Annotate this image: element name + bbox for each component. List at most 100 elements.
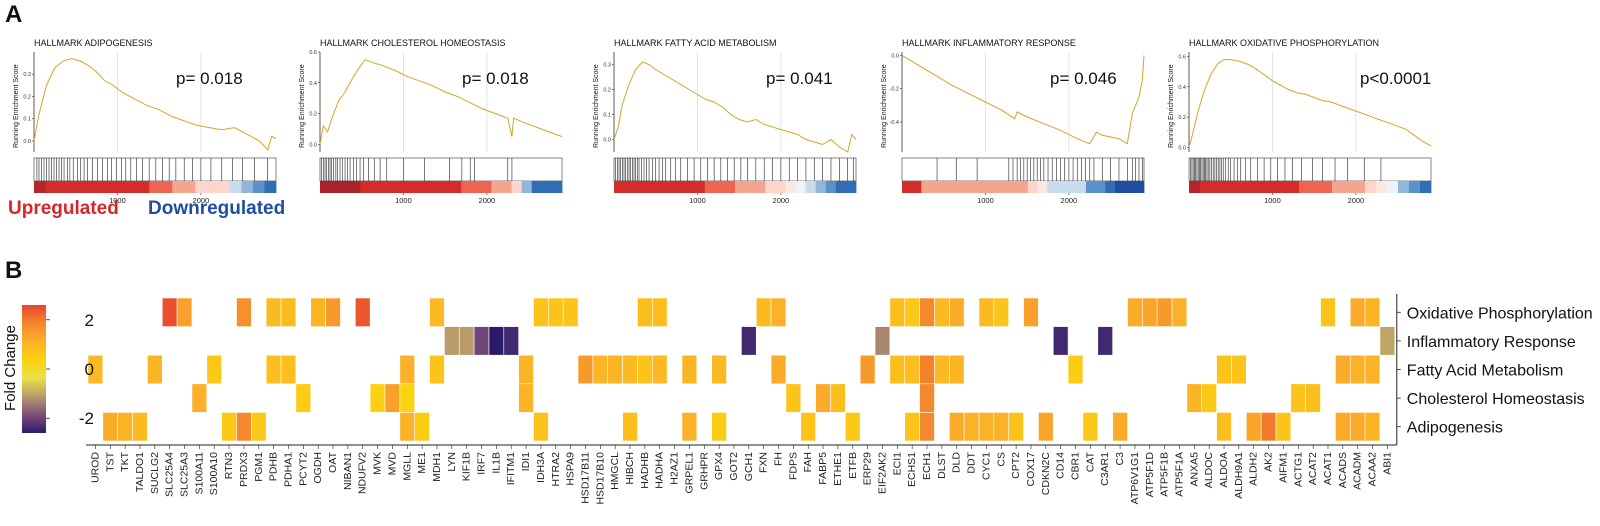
heatmap-cell xyxy=(1023,297,1039,327)
gsea-rank-gradient-cell xyxy=(998,181,1009,193)
gsea-rank-gradient-cell xyxy=(989,181,1000,193)
heatmap-cell xyxy=(978,412,995,442)
heatmap-column-label: DLD xyxy=(951,452,963,473)
gsea-rank-gradient-cell xyxy=(960,181,971,193)
heatmap-cell xyxy=(1231,354,1247,385)
gsea-x-tick-label: 1000 xyxy=(1264,196,1281,205)
heatmap-cell xyxy=(518,354,534,385)
heatmap-cell xyxy=(1216,412,1232,442)
gsea-y-axis-label: Running Enrichment Score xyxy=(299,64,306,148)
gsea-rank-gradient-cell xyxy=(1332,181,1344,193)
gsea-rank-gradient-cell xyxy=(1387,181,1399,193)
gsea-y-tick-label: 0.3 xyxy=(23,72,31,78)
gsea-title: HALLMARK ADIPOGENESIS xyxy=(34,38,153,48)
panel-b-label: B xyxy=(5,257,23,284)
heatmap-column-label: GPX4 xyxy=(713,452,725,480)
gsea-rank-gradient-cell xyxy=(400,181,412,193)
heatmap-column-label: PDHA1 xyxy=(282,452,294,487)
heatmap-cell xyxy=(533,412,549,442)
heatmap-column-label: FH xyxy=(773,452,785,466)
gsea-rank-gradient-cell xyxy=(1085,181,1096,193)
gsea-rank-gradient-cell xyxy=(911,181,922,193)
heatmap-cell xyxy=(845,412,861,442)
heatmap-cell xyxy=(265,354,282,385)
gsea-rank-gradient-cell xyxy=(1211,181,1223,193)
heatmap-column-label: PDHB xyxy=(268,452,280,481)
heatmap-column-label: MVD xyxy=(386,452,398,476)
heatmap-column-label: NDUFV2 xyxy=(357,452,369,494)
heatmap-column-label: IRF7 xyxy=(476,452,488,475)
gsea-rank-gradient-cell xyxy=(57,181,69,193)
gsea-y-tick-label: 0.2 xyxy=(23,94,31,100)
heatmap-cell xyxy=(429,297,445,327)
gsea-rank-gradient-cell xyxy=(825,181,837,193)
heatmap-cell xyxy=(533,297,549,327)
gsea-rank-gradient-cell xyxy=(252,181,265,193)
legend-tick-label: 2 xyxy=(85,311,94,330)
heatmap-cell xyxy=(265,297,282,327)
heatmap-cell xyxy=(1290,383,1306,413)
gsea-rank-gradient-cell xyxy=(320,181,331,193)
gsea-rank-gradient-cell xyxy=(1365,181,1377,193)
heatmap-row-label: Inflammatory Response xyxy=(1407,334,1576,351)
gsea-plot-fatty-acid-metabolism: HALLMARK FATTY ACID METABOLISM Running E… xyxy=(590,38,880,210)
heatmap-cell xyxy=(904,354,920,385)
gsea-rank-gradient-cell xyxy=(1398,181,1410,193)
gsea-rank-gradient-cell xyxy=(795,181,806,193)
gsea-rank-gradient-cell xyxy=(229,181,242,193)
gsea-chart-area: 0.0 0.1 0.2 0.3 1000 2000 xyxy=(23,52,277,205)
heatmap-cell xyxy=(191,383,208,413)
heatmap-column-label: IDH3A xyxy=(535,452,547,483)
heatmap-cell xyxy=(221,412,237,442)
gsea-rank-gradient-cell xyxy=(1037,181,1048,193)
gsea-rank-gradient-cell xyxy=(1018,181,1029,193)
heatmap-cell xyxy=(1349,297,1366,327)
heatmap-column-label: FABP5 xyxy=(817,452,829,485)
heatmap-cell xyxy=(102,412,118,442)
gsea-rank-gradient-cell xyxy=(1066,181,1077,193)
gsea-rank-gradient-cell xyxy=(704,181,716,193)
heatmap-cell xyxy=(651,354,668,385)
heatmap-cell xyxy=(993,412,1009,442)
gsea-y-tick-label: 0.2 xyxy=(603,88,611,94)
heatmap-column-label: AK2 xyxy=(1263,452,1275,472)
gsea-rank-gradient-cell xyxy=(149,181,162,193)
gsea-rank-gradient-cell xyxy=(340,181,351,193)
heatmap-cell xyxy=(1127,297,1143,327)
heatmap-column-label: ACAT2 xyxy=(1307,452,1319,485)
gsea-p-value: p= 0.018 xyxy=(176,69,243,88)
heatmap-cell xyxy=(770,354,787,385)
heatmap-cell xyxy=(577,354,594,385)
legend-tick-label: -2 xyxy=(79,409,94,428)
gsea-rank-gradient-cell xyxy=(1124,181,1135,193)
heatmap-cell xyxy=(1008,412,1024,442)
heatmap-column-label: CPT2 xyxy=(1010,452,1022,479)
heatmap-column-label: ACTG1 xyxy=(1292,452,1304,487)
gsea-rank-gradient-cell xyxy=(634,181,645,193)
gsea-hit-box xyxy=(1188,157,1432,182)
gsea-rank-gradient-cell xyxy=(1027,181,1038,193)
gsea-rank-gradient-cell xyxy=(126,181,139,193)
gsea-rank-gradient-cell xyxy=(410,181,422,193)
gsea-running-score-line xyxy=(613,61,857,153)
gsea-rank-gradient-cell xyxy=(931,181,942,193)
gsea-rank-gradient-cell xyxy=(1105,181,1116,193)
heatmap-column-label: ATP5F1D xyxy=(1144,452,1156,498)
heatmap-column-label: S100A10 xyxy=(208,452,220,495)
heatmap-cell xyxy=(1171,297,1188,327)
gsea-x-tick-label: 1000 xyxy=(395,196,412,205)
heatmap-column-label: EIF2AK2 xyxy=(876,452,888,494)
gsea-title: HALLMARK INFLAMMATORY RESPONSE xyxy=(902,38,1076,48)
heatmap-cell xyxy=(1186,383,1203,413)
heatmap-cell xyxy=(325,297,341,327)
heatmap-cell xyxy=(755,297,772,327)
heatmap-cell xyxy=(295,383,312,413)
heatmap-column-label: ACADM xyxy=(1352,452,1364,490)
gsea-y-tick-label: 0.2 xyxy=(309,112,317,118)
gsea-title: HALLMARK OXIDATIVE PHOSPHORYLATION xyxy=(1189,38,1380,48)
gsea-rank-gradient-cell xyxy=(350,181,361,193)
gsea-y-tick-label: 0.6 xyxy=(309,50,317,56)
gsea-rank-gradient-cell xyxy=(330,181,341,193)
gsea-p-value: p= 0.018 xyxy=(462,69,529,88)
heatmap-cell xyxy=(963,412,980,442)
